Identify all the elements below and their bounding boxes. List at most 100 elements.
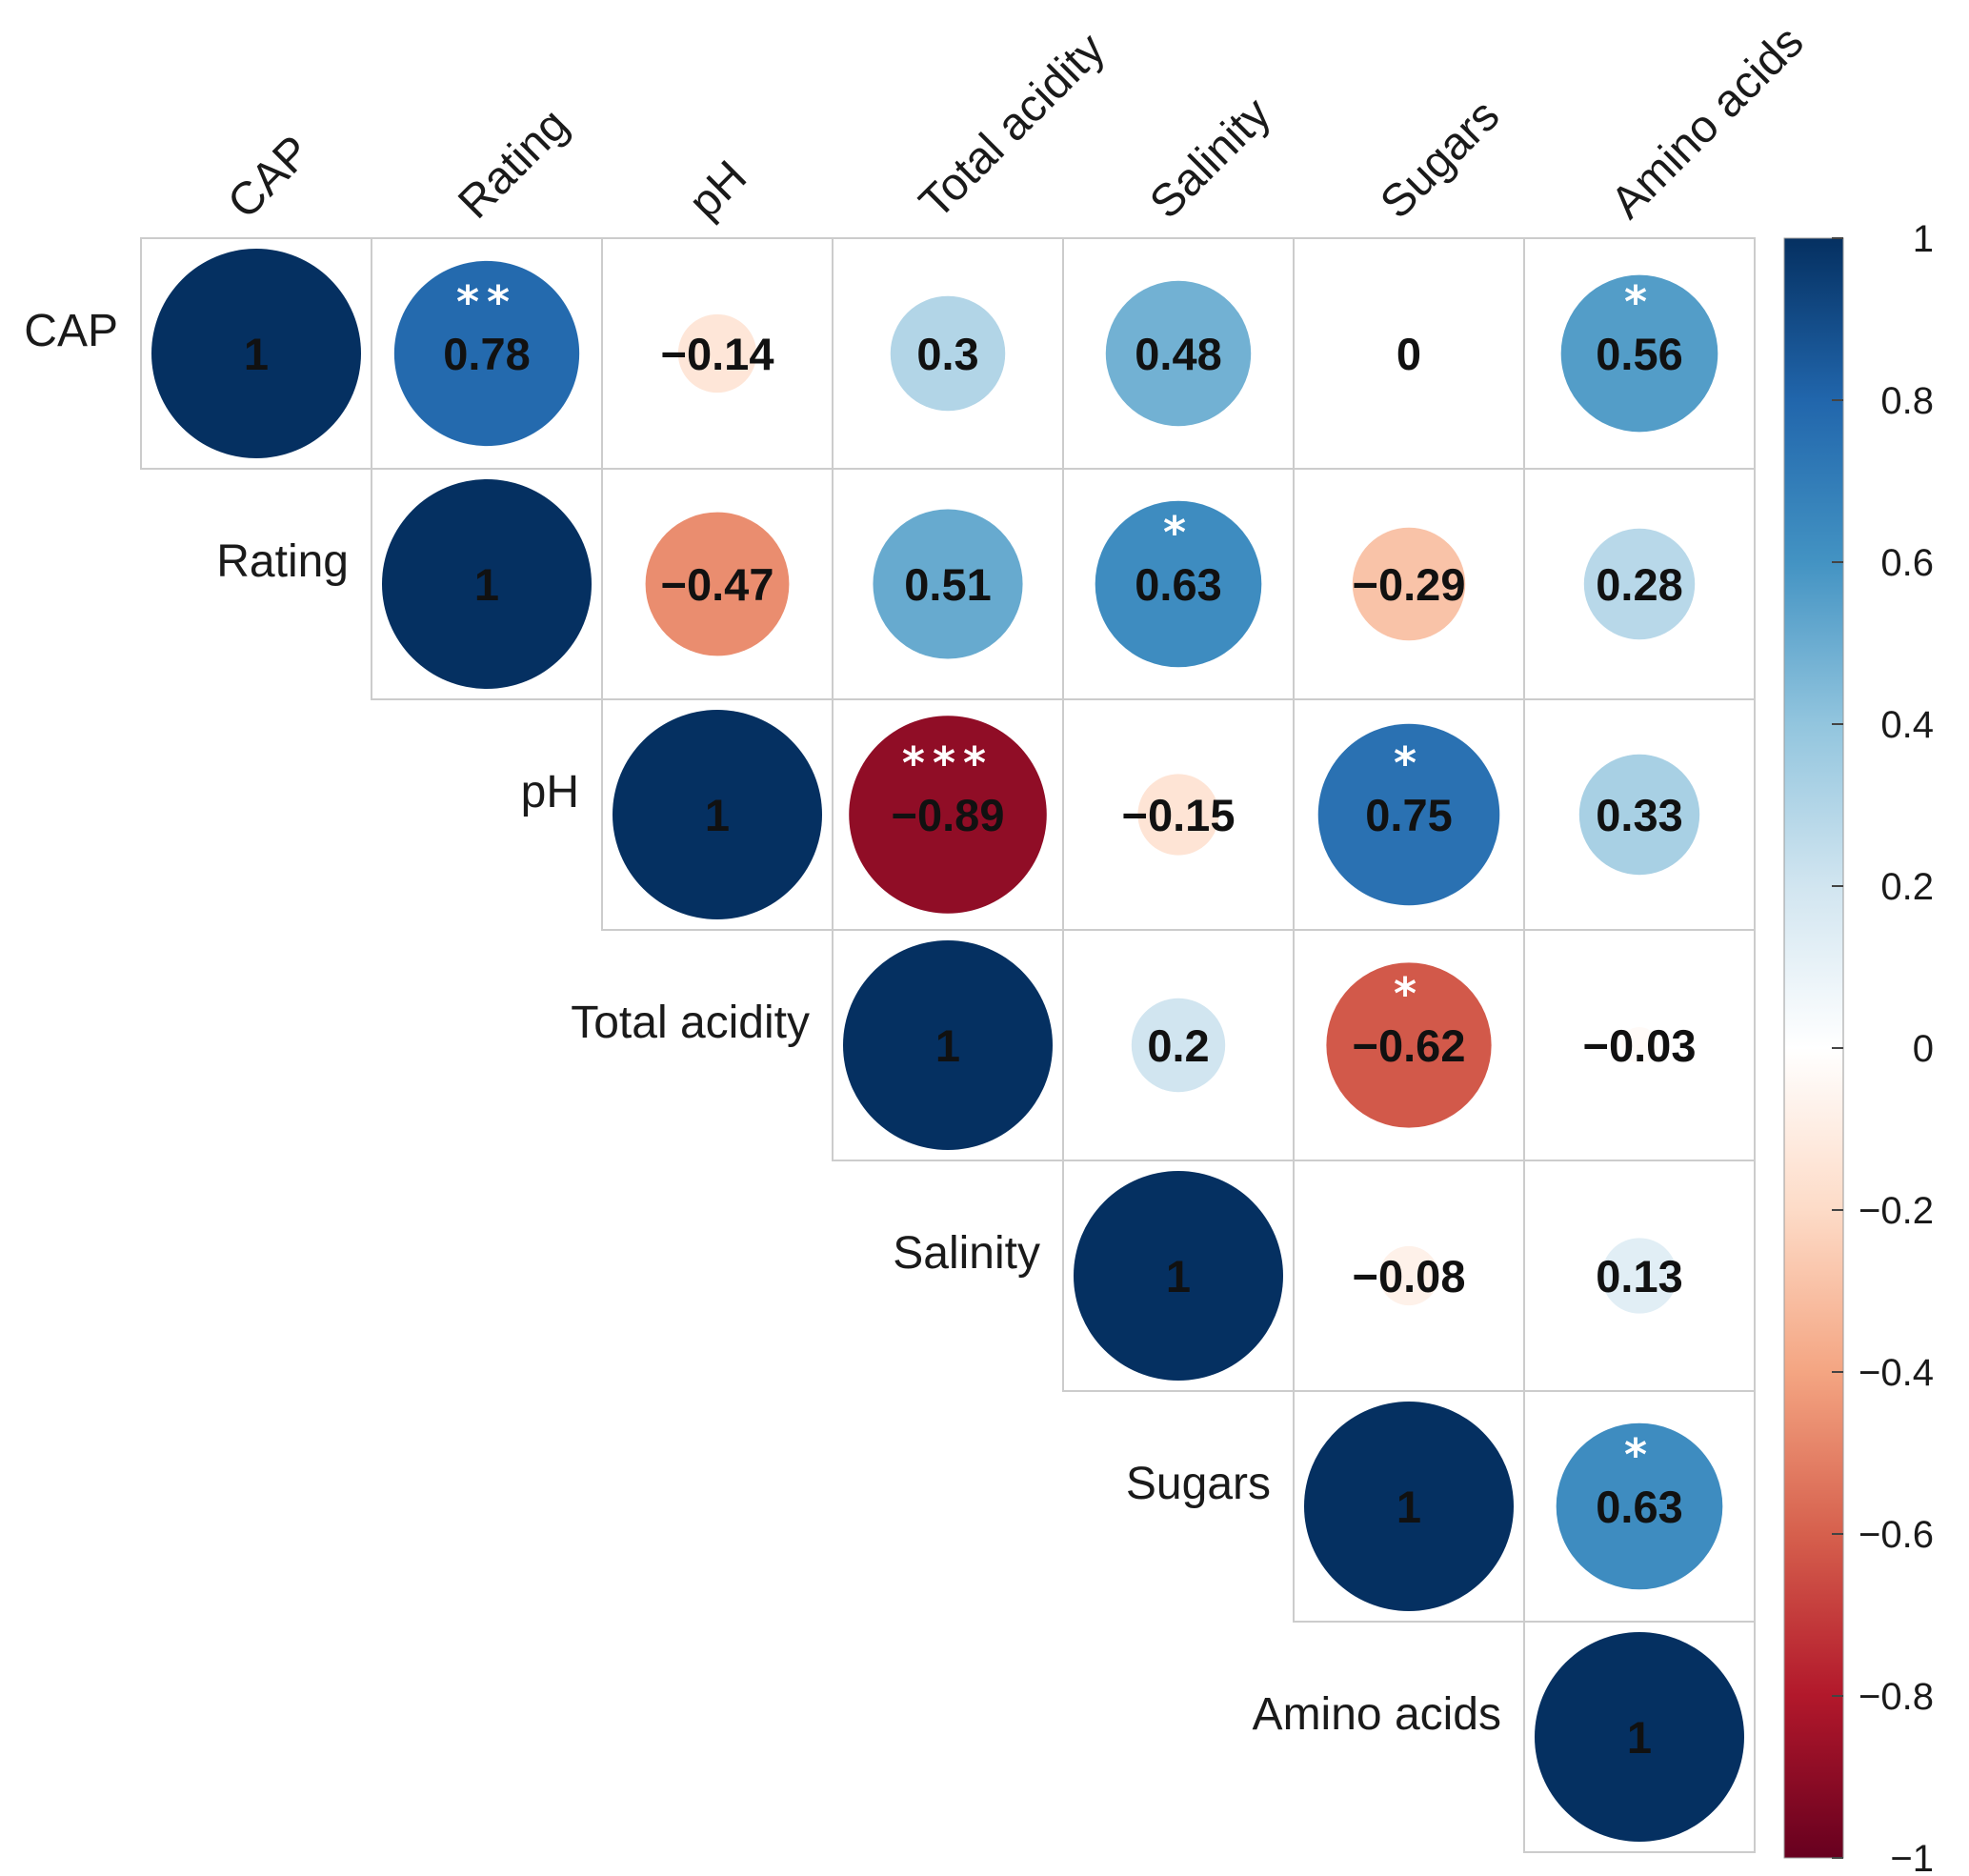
row-label-cap: CAP bbox=[24, 306, 118, 356]
correlation-circle bbox=[873, 509, 1023, 659]
correlation-circle bbox=[1601, 1238, 1678, 1314]
colorbar-tick: −0.4 bbox=[1832, 1352, 1934, 1394]
cell-total-acidity-sugars: −0.62* bbox=[1293, 929, 1525, 1161]
colorbar-tick: 0.2 bbox=[1832, 866, 1934, 908]
correlation-circle bbox=[1535, 1632, 1744, 1842]
correlation-value-label: 0.3 bbox=[916, 329, 978, 379]
correlation-circle bbox=[1317, 723, 1500, 906]
correlation-value-label: −0.29 bbox=[1353, 559, 1466, 610]
correlation-value-label: −0.08 bbox=[1353, 1251, 1466, 1301]
cell-cap-ph: −0.14 bbox=[601, 237, 834, 470]
correlation-circle bbox=[843, 940, 1053, 1150]
cell-cap-total-acidity: 0.3 bbox=[832, 237, 1064, 470]
correlation-circle bbox=[1560, 274, 1718, 433]
correlation-circle bbox=[1074, 1171, 1283, 1381]
colorbar-tick-label: 0 bbox=[1913, 1028, 1934, 1070]
correlation-value-label: 0.51 bbox=[904, 559, 991, 610]
correlation-circle bbox=[1326, 962, 1492, 1128]
significance-stars: *** bbox=[902, 737, 994, 789]
colorbar-tick: 0 bbox=[1832, 1028, 1934, 1070]
colorbar-tick-label: −0.6 bbox=[1858, 1514, 1934, 1556]
row-label-salinity: Salinity bbox=[893, 1228, 1040, 1279]
column-label-amino-acids: Amino acids bbox=[1601, 16, 1813, 228]
cell-total-acidity-amino-acids: −0.03 bbox=[1523, 929, 1756, 1161]
correlation-circle bbox=[1378, 1245, 1439, 1306]
cell-ph-sugars: 0.75* bbox=[1293, 698, 1525, 931]
colorbar-tick-label: −0.4 bbox=[1858, 1352, 1934, 1394]
cell-cap-rating: 0.78** bbox=[371, 237, 603, 470]
correlation-value-label: 0.63 bbox=[1596, 1482, 1682, 1532]
correlation-circle bbox=[1352, 527, 1466, 641]
colorbar-tick-label: 0.8 bbox=[1880, 380, 1934, 422]
correlation-value-label: 0.13 bbox=[1596, 1251, 1682, 1301]
cell-sugars-amino-acids: 0.63* bbox=[1523, 1390, 1756, 1623]
cell-cap-sugars: 0 bbox=[1293, 237, 1525, 470]
significance-stars: * bbox=[1394, 737, 1424, 789]
cell-rating-ph: −0.47 bbox=[601, 468, 834, 700]
cell-rating-amino-acids: 0.28 bbox=[1523, 468, 1756, 700]
row-label-sugars: Sugars bbox=[1126, 1459, 1271, 1509]
correlation-circle bbox=[890, 295, 1006, 412]
correlation-value-label: 1 bbox=[1166, 1251, 1191, 1301]
correlation-value-label: −0.03 bbox=[1583, 1020, 1697, 1071]
correlation-value-label: 0.2 bbox=[1147, 1020, 1209, 1071]
significance-stars: * bbox=[1624, 1429, 1655, 1481]
column-label-salinity: Salinity bbox=[1140, 89, 1280, 229]
colorbar-tick: −0.8 bbox=[1832, 1676, 1934, 1718]
correlation-circle bbox=[1620, 1026, 1658, 1064]
correlation-value-label: 1 bbox=[1396, 1482, 1421, 1532]
correlation-value-label: 0.78 bbox=[443, 329, 530, 379]
colorbar-tick: −1 bbox=[1832, 1838, 1934, 1876]
colorbar-tick-label: 0.6 bbox=[1880, 542, 1934, 584]
significance-stars: * bbox=[1394, 968, 1424, 1019]
cell-rating-rating: 1 bbox=[371, 468, 603, 700]
cell-ph-total-acidity: −0.89*** bbox=[832, 698, 1064, 931]
colorbar-tick-label: 1 bbox=[1913, 218, 1934, 260]
cell-sugars-sugars: 1 bbox=[1293, 1390, 1525, 1623]
correlation-circle bbox=[1304, 1402, 1514, 1611]
colorbar-tick: 0.4 bbox=[1832, 704, 1934, 746]
column-label-ph: pH bbox=[679, 151, 756, 229]
correlation-value-label: 1 bbox=[1627, 1712, 1652, 1763]
column-label-total-acidity: Total acidity bbox=[910, 24, 1115, 229]
correlation-value-label: 1 bbox=[244, 329, 269, 379]
colorbar-tick: 0.8 bbox=[1832, 380, 1934, 422]
significance-stars: * bbox=[1163, 507, 1194, 558]
cell-salinity-sugars: −0.08 bbox=[1293, 1160, 1525, 1392]
column-label-sugars: Sugars bbox=[1371, 91, 1509, 229]
correlation-value-label: 0.33 bbox=[1596, 790, 1682, 840]
cell-salinity-salinity: 1 bbox=[1062, 1160, 1295, 1392]
colorbar-tick: −0.6 bbox=[1832, 1514, 1934, 1556]
row-label-amino-acids: Amino acids bbox=[1253, 1689, 1501, 1740]
cell-rating-sugars: −0.29 bbox=[1293, 468, 1525, 700]
row-label-rating: Rating bbox=[216, 536, 349, 587]
correlation-circle bbox=[677, 313, 757, 393]
colorbar-tick-label: −0.2 bbox=[1858, 1190, 1934, 1232]
correlation-value-label: −0.14 bbox=[661, 329, 774, 379]
column-label-cap: CAP bbox=[218, 127, 320, 229]
correlation-value-label: 0.28 bbox=[1596, 559, 1682, 610]
cell-ph-amino-acids: 0.33 bbox=[1523, 698, 1756, 931]
correlation-circle bbox=[1583, 528, 1696, 640]
correlation-value-label: 1 bbox=[705, 790, 730, 840]
colorbar-tick-label: −0.8 bbox=[1858, 1676, 1934, 1718]
cell-rating-total-acidity: 0.51 bbox=[832, 468, 1064, 700]
cell-salinity-amino-acids: 0.13 bbox=[1523, 1160, 1756, 1392]
cell-ph-ph: 1 bbox=[601, 698, 834, 931]
cell-total-acidity-total-acidity: 1 bbox=[832, 929, 1064, 1161]
correlation-circle bbox=[1578, 754, 1700, 876]
colorbar-tick-label: −1 bbox=[1890, 1838, 1934, 1876]
correlation-circle bbox=[151, 249, 361, 458]
cell-cap-salinity: 0.48 bbox=[1062, 237, 1295, 470]
colorbar-tick: 1 bbox=[1832, 218, 1934, 260]
correlation-value-label: 0.48 bbox=[1135, 329, 1221, 379]
correlation-value-label: 0.56 bbox=[1596, 329, 1682, 379]
column-label-rating: Rating bbox=[449, 99, 578, 229]
row-label-total-acidity: Total acidity bbox=[571, 998, 810, 1048]
cell-rating-salinity: 0.63* bbox=[1062, 468, 1295, 700]
significance-stars: ** bbox=[456, 276, 517, 328]
correlation-circle bbox=[849, 716, 1047, 914]
correlation-circle bbox=[1105, 280, 1252, 427]
cell-ph-salinity: −0.15 bbox=[1062, 698, 1295, 931]
